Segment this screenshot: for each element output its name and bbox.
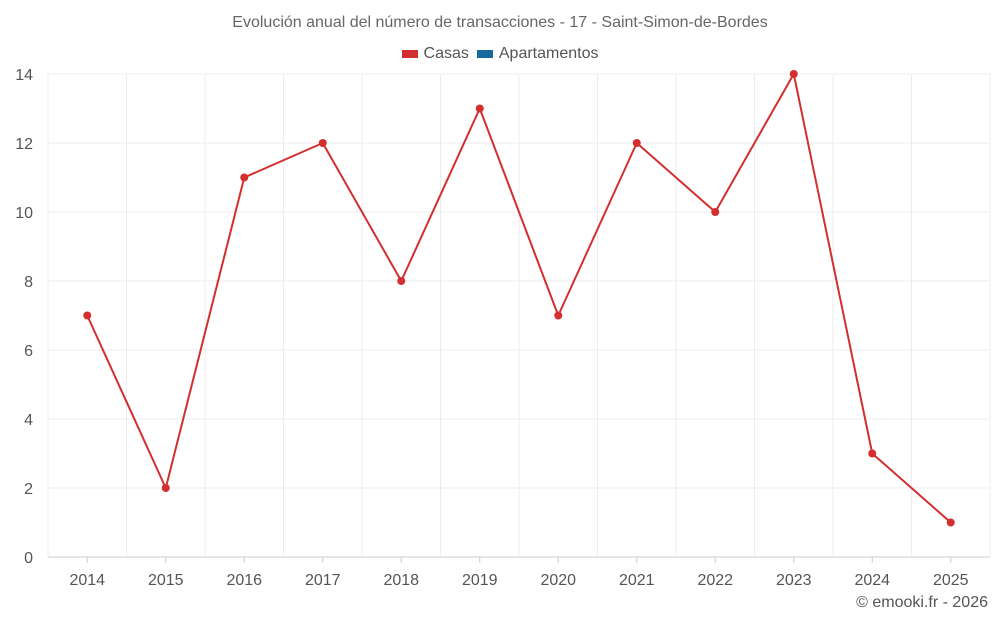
x-tick-label: 2020	[540, 572, 576, 589]
x-tick-label: 2025	[933, 572, 969, 589]
x-tick-label: 2016	[226, 572, 262, 589]
x-tick-label: 2024	[854, 572, 890, 589]
x-tick-label: 2022	[697, 572, 733, 589]
y-tick-label: 4	[24, 412, 33, 429]
legend-item-apartamentos[interactable]: Apartamentos	[476, 45, 599, 63]
x-tick-label: 2014	[69, 572, 105, 589]
y-tick-label: 12	[15, 136, 33, 153]
data-point[interactable]	[83, 311, 92, 320]
legend-swatch-casas	[401, 50, 418, 58]
x-tick-label: 2019	[462, 572, 498, 589]
x-tick-label: 2021	[619, 572, 655, 589]
legend-swatch-apartamentos	[476, 50, 493, 58]
data-point[interactable]	[632, 139, 641, 147]
legend-label-apartamentos: Apartamentos	[498, 45, 599, 62]
data-point[interactable]	[554, 311, 563, 320]
y-tick-label: 2	[24, 481, 33, 498]
legend-label-casas: Casas	[423, 45, 469, 62]
y-tick-label: 10	[15, 205, 33, 222]
data-point[interactable]	[475, 104, 484, 113]
data-point[interactable]	[789, 70, 798, 78]
x-tick-label: 2023	[776, 572, 812, 589]
chart-legend: Casas Apartamentos	[0, 45, 1000, 63]
data-point[interactable]	[240, 173, 249, 182]
credit-text: © emooki.fr - 2026	[856, 594, 988, 611]
y-tick-label: 6	[24, 343, 33, 360]
data-point[interactable]	[868, 449, 877, 458]
chart-title: Evolución anual del número de transaccio…	[232, 14, 768, 31]
series-casas	[83, 70, 955, 527]
x-tick-label: 2018	[383, 572, 419, 589]
legend-item-casas[interactable]: Casas	[401, 45, 469, 63]
data-point[interactable]	[711, 208, 720, 216]
data-point[interactable]	[946, 518, 955, 527]
series-line-casas	[86, 73, 952, 524]
data-point[interactable]	[397, 277, 406, 285]
x-tick-label: 2017	[305, 572, 341, 589]
y-tick-label: 14	[15, 67, 33, 84]
grid-lines	[47, 73, 991, 558]
data-point[interactable]	[318, 139, 327, 147]
data-point[interactable]	[161, 484, 170, 492]
x-tick-label: 2015	[148, 572, 184, 589]
y-tick-label: 8	[24, 274, 33, 291]
y-tick-label: 0	[24, 550, 33, 567]
